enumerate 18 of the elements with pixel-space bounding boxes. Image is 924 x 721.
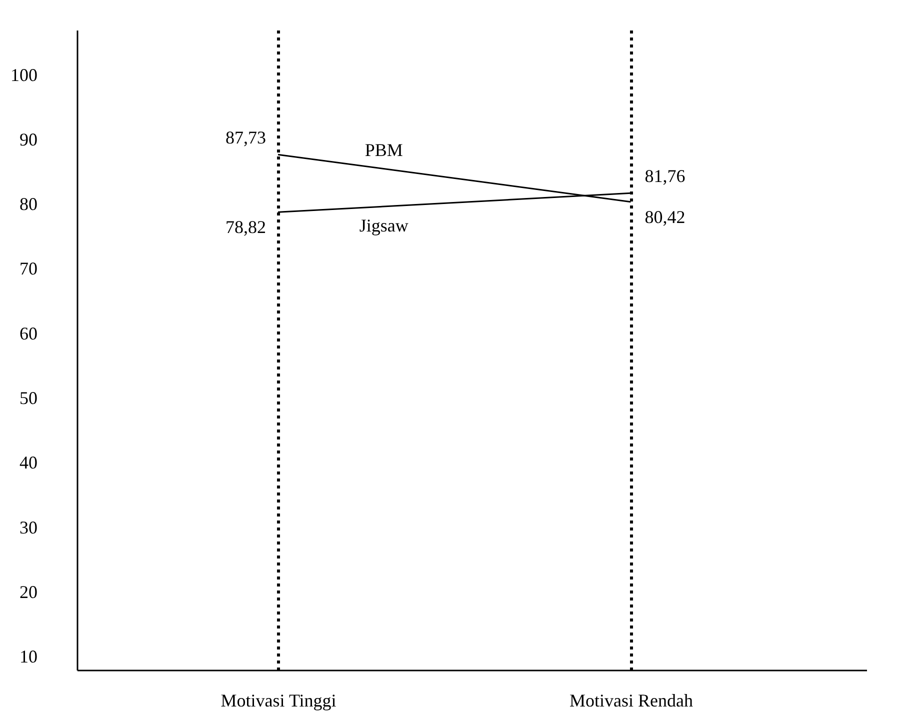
series-label: PBM	[364, 140, 403, 160]
data-label: 80,42	[644, 206, 686, 227]
y-tick-label: 80	[20, 194, 38, 214]
y-tick-label: 100	[10, 64, 38, 85]
x-tick-label: Motivasi Tinggi	[220, 690, 336, 710]
y-tick-label: 40	[20, 452, 38, 473]
data-label: 81,76	[644, 166, 686, 186]
y-tick-label: 30	[20, 517, 38, 538]
x-tick-label: Motivasi Rendah	[569, 690, 693, 710]
y-tick-label: 70	[20, 258, 38, 279]
y-tick-label: 60	[20, 323, 38, 344]
data-label: 87,73	[226, 128, 266, 148]
series-label: Jigsaw	[359, 215, 408, 236]
data-label: 78,82	[226, 217, 266, 238]
y-tick-label: 20	[20, 582, 38, 602]
y-tick-label: 90	[20, 129, 38, 150]
y-tick-label: 50	[20, 388, 38, 408]
y-tick-label: 10	[20, 646, 38, 667]
